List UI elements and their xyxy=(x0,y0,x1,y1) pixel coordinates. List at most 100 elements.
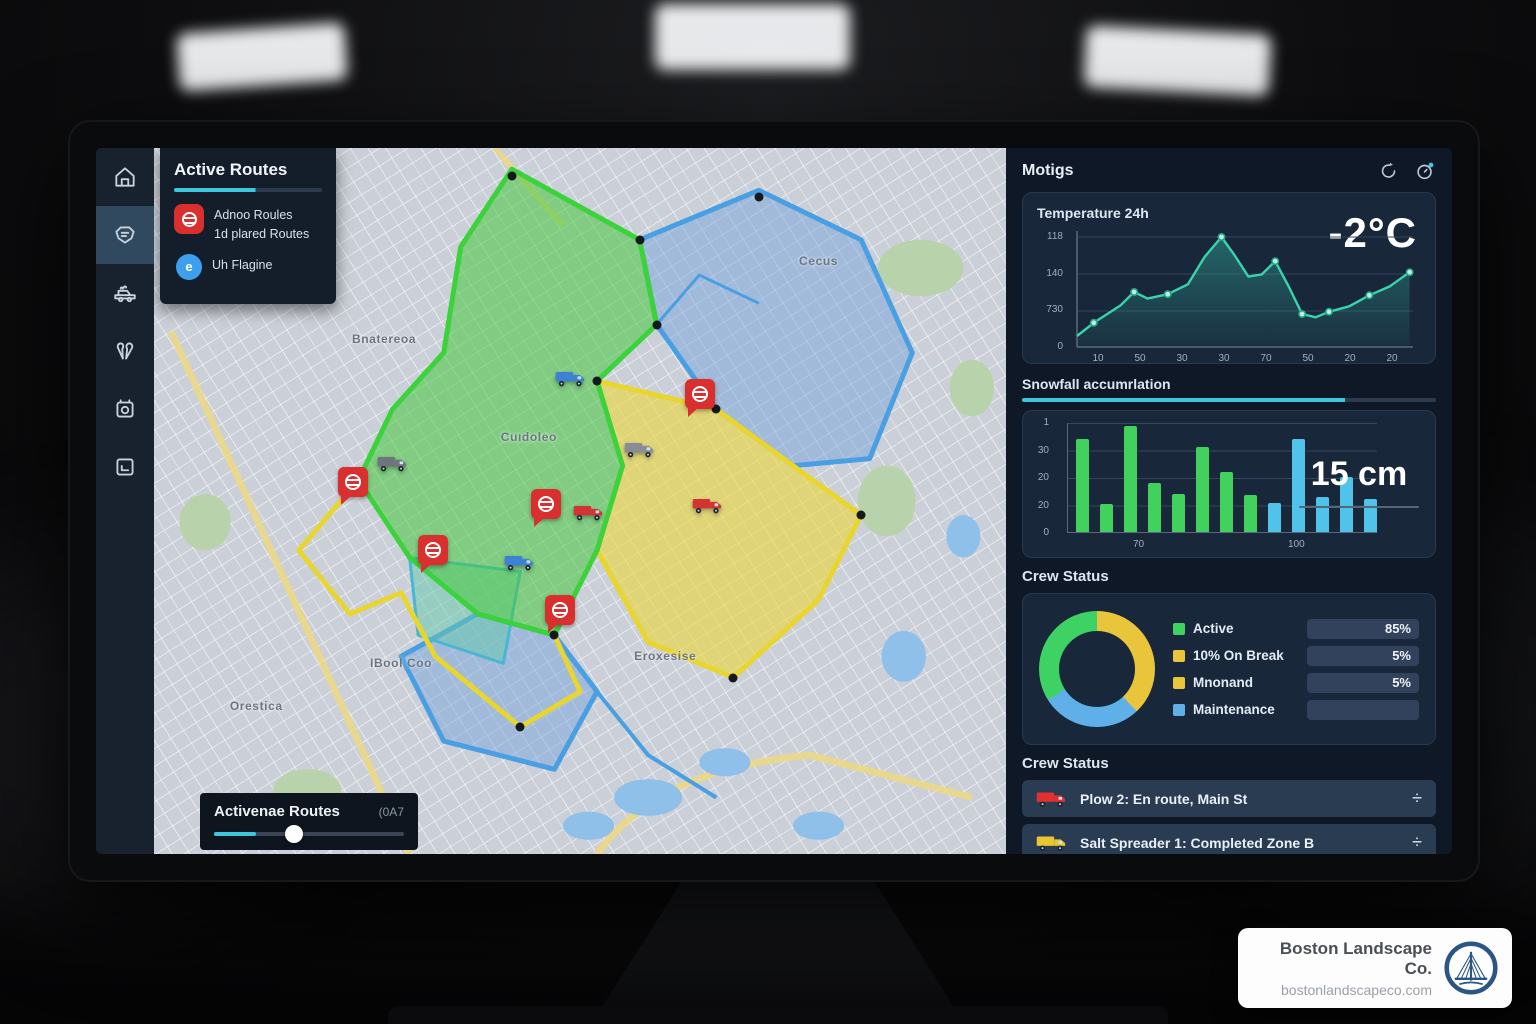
calendar-icon xyxy=(116,399,134,418)
crew-row[interactable]: Plow 2: En route, Main St ÷ xyxy=(1022,780,1436,817)
map-pins-icon xyxy=(116,342,134,360)
legend-value-pill xyxy=(1307,699,1419,720)
route-time-slider-panel: Activenae Routes (0A7 xyxy=(200,793,418,850)
truck-icon xyxy=(1036,835,1066,851)
donut-legend-row: Maintenance xyxy=(1173,699,1419,720)
crew-row-action[interactable]: ÷ xyxy=(1412,788,1422,808)
sidebar-item-home[interactable] xyxy=(96,148,154,206)
map-label: Cecus xyxy=(799,253,839,268)
sidebar-item-routes[interactable] xyxy=(96,206,154,264)
route-map[interactable]: Cuıdoleo Cecus Orestica Eroxesise IBool … xyxy=(154,148,1006,854)
refresh-icon[interactable] xyxy=(1378,160,1400,182)
map-truck-blue[interactable] xyxy=(504,552,536,577)
snow-bar xyxy=(1316,497,1329,532)
map-label: Eroxesise xyxy=(634,649,697,664)
crew-row[interactable]: Salt Spreader 1: Completed Zone B ÷ xyxy=(1022,824,1436,854)
slider-fill xyxy=(214,832,256,836)
map-label: IBool Coo xyxy=(370,656,433,671)
crew-list: Plow 2: En route, Main St ÷ Salt Spreade… xyxy=(1022,780,1436,854)
donut-legend-row: 10% On Break 5% xyxy=(1173,645,1419,666)
crew-status-donut-chart xyxy=(1039,611,1155,727)
bridge-logo-icon xyxy=(1444,941,1498,995)
legend-swatch xyxy=(1173,703,1185,716)
legend-progress-bar xyxy=(174,188,322,192)
truck-icon xyxy=(114,285,136,303)
legend-swatch xyxy=(1173,676,1185,689)
sidebar xyxy=(96,148,154,854)
temperature-title: Temperature 24h xyxy=(1037,205,1149,221)
route-waypoint xyxy=(549,630,559,640)
map-truck-red[interactable] xyxy=(573,503,605,528)
route-waypoint xyxy=(515,722,525,732)
brand-url: bostonlandscapeco.com xyxy=(1281,981,1432,998)
red-route-badge-icon xyxy=(174,204,204,234)
legend-item-label: Uh Flagine xyxy=(212,257,273,272)
legend-item-active: Adnoo Roules 1d plared Routes xyxy=(174,204,322,244)
legend-swatch xyxy=(1173,622,1185,635)
ceiling-light xyxy=(176,22,348,92)
truck-icon xyxy=(692,499,721,514)
map-truck-gray[interactable] xyxy=(377,453,409,478)
monitor-stand-base xyxy=(388,1006,1168,1024)
snow-bar xyxy=(1148,483,1161,532)
slider-thumb[interactable] xyxy=(284,825,303,843)
crew-status-title: Crew Status xyxy=(1022,568,1109,585)
sidebar-item-display[interactable] xyxy=(96,438,154,496)
sidebar-item-schedule[interactable] xyxy=(96,380,154,438)
legend-value-pill: 85% xyxy=(1307,618,1419,639)
snowfall-title: Snowfall accumrlation xyxy=(1022,376,1171,392)
legend-label: Maintenance xyxy=(1193,702,1275,717)
truck-icon xyxy=(624,442,653,457)
map-truck-gray[interactable] xyxy=(624,439,656,464)
snow-bar xyxy=(1100,504,1113,532)
pin-emblem-icon xyxy=(537,495,554,512)
snow-bar xyxy=(1172,493,1185,532)
map-pin[interactable] xyxy=(544,594,575,633)
monitor: Cuıdoleo Cecus Orestica Eroxesise IBool … xyxy=(68,120,1480,882)
map-truck-red[interactable] xyxy=(692,496,724,521)
timer-icon[interactable] xyxy=(1414,160,1436,182)
map-pin[interactable] xyxy=(418,534,449,573)
ceiling-light xyxy=(1083,25,1272,97)
dashboard-screen: Cuıdoleo Cecus Orestica Eroxesise IBool … xyxy=(96,148,1452,854)
snow-bar xyxy=(1076,438,1089,532)
crew-row-action[interactable]: ÷ xyxy=(1412,832,1422,852)
pin-emblem-icon xyxy=(344,474,361,491)
snow-bar xyxy=(1220,471,1233,532)
legend-value-pill: 5% xyxy=(1307,645,1419,666)
slider-track[interactable] xyxy=(214,825,404,843)
legend-swatch xyxy=(1173,649,1185,662)
panel-title: Motigs xyxy=(1022,162,1074,179)
brand-card: Boston Landscape Co. bostonlandscapeco.c… xyxy=(1238,928,1512,1008)
map-pin[interactable] xyxy=(530,488,561,527)
sidebar-item-fleet[interactable] xyxy=(96,264,154,322)
route-waypoint xyxy=(711,404,721,414)
legend-label: Mnonand xyxy=(1193,675,1253,690)
slider-label: Activenae Routes xyxy=(214,803,340,820)
route-waypoint xyxy=(592,376,602,386)
map-label: Cuıdoleo xyxy=(500,430,557,445)
route-waypoint xyxy=(728,673,738,682)
widgets-panel: Motigs Temperature 24h -2°C 118 140 730 0 xyxy=(1006,148,1452,854)
snow-bar xyxy=(1244,494,1257,532)
snow-bar xyxy=(1340,476,1353,532)
sidebar-item-pins[interactable] xyxy=(96,322,154,380)
display-icon xyxy=(116,458,134,476)
active-routes-legend-panel: Active Routes Adnoo Roules 1d plared Rout… xyxy=(160,148,336,304)
snow-bar xyxy=(1196,447,1209,532)
map-pin[interactable] xyxy=(337,467,368,506)
ceiling-light xyxy=(655,4,850,70)
current-temperature: -2°C xyxy=(1328,209,1417,256)
home-icon xyxy=(115,167,135,187)
map-pin[interactable] xyxy=(685,379,716,418)
donut-legend-row: Active 85% xyxy=(1173,618,1419,639)
route-waypoint xyxy=(652,320,662,329)
legend-item-label: Adnoo Roules 1d plared Routes xyxy=(214,208,310,241)
legend-value-pill: 5% xyxy=(1307,672,1419,693)
truck-icon xyxy=(573,506,602,521)
snowfall-bar-chart xyxy=(1067,423,1377,533)
map-truck-blue[interactable] xyxy=(555,368,587,393)
map-label: Orestica xyxy=(229,698,283,713)
crew-list-title: Crew Status xyxy=(1022,755,1109,772)
map-label: Bnatereoa xyxy=(351,331,417,346)
